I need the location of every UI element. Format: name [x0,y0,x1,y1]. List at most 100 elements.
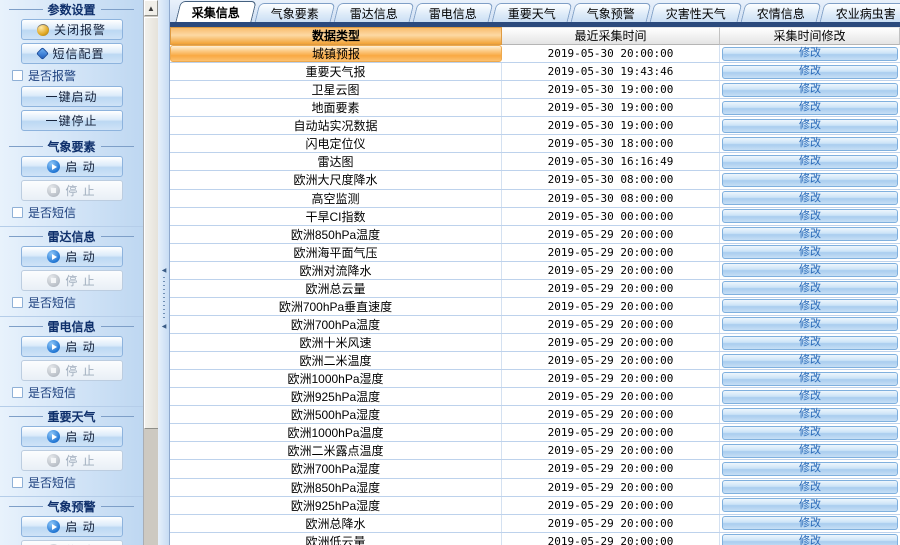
table-row[interactable]: 欧洲1000hPa温度 2019-05-29 20:00:00 修改 [170,424,900,443]
modify-button[interactable]: 修改 [722,172,898,187]
sms-checkbox-label: 是否短信 [28,386,77,400]
modify-button[interactable]: 修改 [722,534,898,545]
table-row[interactable]: 卫星云图 2019-05-30 19:00:00 修改 [170,81,900,100]
modify-button[interactable]: 修改 [722,317,898,332]
stop-button-重要天气[interactable]: 停 止 [20,450,123,471]
modify-button[interactable]: 修改 [722,461,898,476]
column-header-time-modify[interactable]: 采集时间修改 [720,27,900,45]
modify-button[interactable]: 修改 [722,136,898,151]
start-button-气象要素[interactable]: 启 动 [20,156,123,177]
table-row[interactable]: 欧洲低云量 2019-05-29 20:00:00 修改 [170,532,900,545]
modify-button[interactable]: 修改 [722,263,898,278]
table-row[interactable]: 欧洲700hPa湿度 2019-05-29 20:00:00 修改 [170,460,900,479]
modify-button[interactable]: 修改 [722,498,898,513]
close-alarm-button[interactable]: 关闭报警 [20,19,123,40]
splitter-grip[interactable]: ◀ ◀ [158,268,170,330]
modify-button[interactable]: 修改 [722,245,898,260]
play-icon [47,250,61,263]
stop-button-雷电信息[interactable]: 停 止 [20,360,123,381]
table-row[interactable]: 欧洲1000hPa湿度 2019-05-29 20:00:00 修改 [170,370,900,389]
modify-button[interactable]: 修改 [722,353,898,368]
panel-splitter[interactable]: ◀ ◀ [158,0,170,545]
splitter-collapse-icon-2[interactable]: ◀ [161,324,167,330]
table-row[interactable]: 欧洲总降水 2019-05-29 20:00:00 修改 [170,514,900,533]
sms-checkbox[interactable] [12,207,23,218]
stop-all-button[interactable]: 一键停止 [20,110,123,131]
modify-button[interactable]: 修改 [722,154,898,169]
start-all-button[interactable]: 一键启动 [20,86,123,107]
scrollbar-thumb[interactable] [144,17,159,429]
table-row[interactable]: 欧洲850hPa湿度 2019-05-29 20:00:00 修改 [170,478,900,497]
modify-button[interactable]: 修改 [722,407,898,422]
column-header-last-collect-time[interactable]: 最近采集时间 [502,27,720,45]
stop-button-气象预警[interactable]: 停 止 [20,540,123,545]
table-row[interactable]: 欧洲925hPa温度 2019-05-29 20:00:00 修改 [170,388,900,407]
table-row[interactable]: 欧洲十米风速 2019-05-29 20:00:00 修改 [170,334,900,353]
table-row[interactable]: 欧洲500hPa湿度 2019-05-29 20:00:00 修改 [170,406,900,425]
sms-config-button[interactable]: 短信配置 [20,43,123,64]
table-row[interactable]: 高空监测 2019-05-30 08:00:00 修改 [170,189,900,208]
tab-气象要素[interactable]: 气象要素 [254,3,336,22]
modify-button[interactable]: 修改 [722,425,898,440]
modify-button[interactable]: 修改 [722,46,898,61]
modify-button[interactable]: 修改 [722,299,898,314]
start-button-雷电信息[interactable]: 启 动 [20,336,123,357]
collect-time-cell: 2019-05-30 19:00:00 [502,117,720,135]
modify-button[interactable]: 修改 [722,227,898,242]
table-row[interactable]: 雷达图 2019-05-30 16:16:49 修改 [170,153,900,172]
tab-农业病虫害[interactable]: 农业病虫害 [819,3,900,22]
table-row[interactable]: 干旱CI指数 2019-05-30 00:00:00 修改 [170,207,900,226]
sms-checkbox[interactable] [12,387,23,398]
table-row[interactable]: 欧洲海平面气压 2019-05-29 20:00:00 修改 [170,243,900,262]
modify-button[interactable]: 修改 [722,281,898,296]
table-row[interactable]: 城镇预报 2019-05-30 20:00:00 修改 [170,45,900,64]
tab-重要天气[interactable]: 重要天气 [491,3,573,22]
sms-checkbox[interactable] [12,297,23,308]
scrollbar-up-icon[interactable]: ▲ [144,0,158,16]
table-row[interactable]: 欧洲二米露点温度 2019-05-29 20:00:00 修改 [170,442,900,461]
table-row[interactable]: 闪电定位仪 2019-05-30 18:00:00 修改 [170,135,900,154]
table-row[interactable]: 欧洲850hPa温度 2019-05-29 20:00:00 修改 [170,225,900,244]
tab-灾害性天气[interactable]: 灾害性天气 [649,3,743,22]
modify-button[interactable]: 修改 [722,82,898,97]
table-row[interactable]: 欧洲700hPa垂直速度 2019-05-29 20:00:00 修改 [170,297,900,316]
modify-button[interactable]: 修改 [722,480,898,495]
table-row[interactable]: 欧洲大尺度降水 2019-05-30 08:00:00 修改 [170,171,900,190]
sms-checkbox[interactable] [12,477,23,488]
table-row[interactable]: 地面要素 2019-05-30 19:00:00 修改 [170,99,900,118]
tab-农情信息[interactable]: 农情信息 [740,3,822,22]
table-row[interactable]: 欧洲二米温度 2019-05-29 20:00:00 修改 [170,352,900,371]
data-type-cell: 欧洲总降水 [170,514,502,532]
tab-采集信息[interactable]: 采集信息 [175,1,257,22]
tab-雷电信息[interactable]: 雷电信息 [412,3,494,22]
modify-button[interactable]: 修改 [722,516,898,531]
data-type-cell: 欧洲925hPa温度 [170,388,502,406]
table-row[interactable]: 欧洲总云量 2019-05-29 20:00:00 修改 [170,279,900,298]
modify-button[interactable]: 修改 [722,371,898,386]
stop-button-雷达信息[interactable]: 停 止 [20,270,123,291]
start-button-气象预警[interactable]: 启 动 [20,516,123,537]
column-header-data-type[interactable]: 数据类型 [170,27,502,45]
start-button-重要天气[interactable]: 启 动 [20,426,123,447]
modify-button[interactable]: 修改 [722,209,898,224]
table-row[interactable]: 欧洲对流降水 2019-05-29 20:00:00 修改 [170,261,900,280]
modify-button[interactable]: 修改 [722,191,898,206]
alarm-checkbox[interactable] [12,70,23,81]
tab-气象预警[interactable]: 气象预警 [570,3,652,22]
modify-cell: 修改 [720,226,900,243]
modify-button[interactable]: 修改 [722,118,898,133]
stop-button-气象要素[interactable]: 停 止 [20,180,123,201]
modify-button[interactable]: 修改 [722,100,898,115]
table-row[interactable]: 自动站实况数据 2019-05-30 19:00:00 修改 [170,117,900,136]
sidebar-scrollbar[interactable]: ▲ [143,0,159,545]
splitter-collapse-icon[interactable]: ◀ [161,268,167,274]
modify-button[interactable]: 修改 [722,389,898,404]
modify-button[interactable]: 修改 [722,64,898,79]
table-row[interactable]: 欧洲925hPa湿度 2019-05-29 20:00:00 修改 [170,496,900,515]
modify-button[interactable]: 修改 [722,335,898,350]
table-row[interactable]: 欧洲700hPa温度 2019-05-29 20:00:00 修改 [170,315,900,334]
tab-雷达信息[interactable]: 雷达信息 [333,3,415,22]
modify-button[interactable]: 修改 [722,443,898,458]
start-button-雷达信息[interactable]: 启 动 [20,246,123,267]
table-row[interactable]: 重要天气报 2019-05-30 19:43:46 修改 [170,63,900,82]
